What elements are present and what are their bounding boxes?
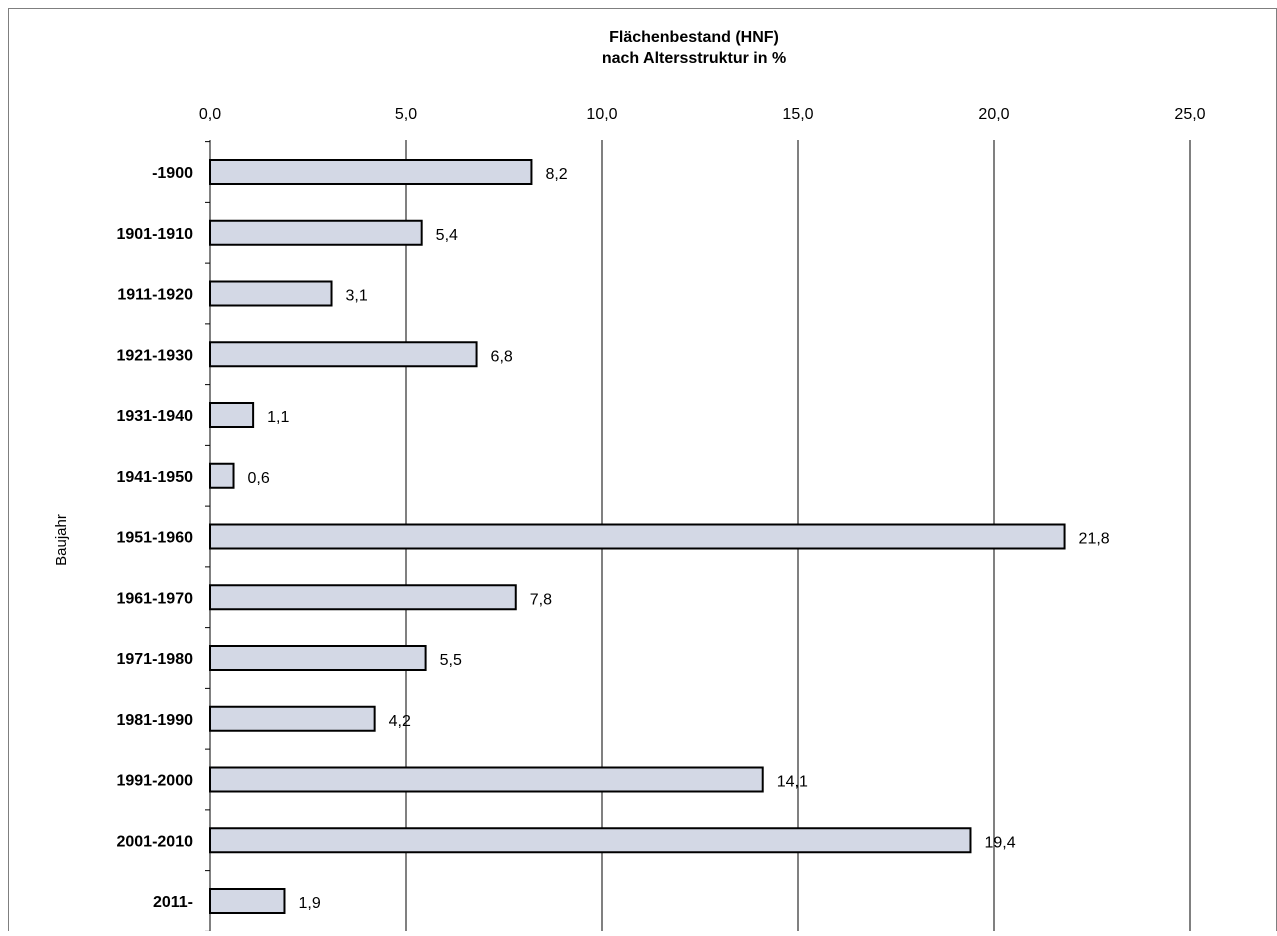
data-label-8: 5,5 xyxy=(440,652,462,669)
bar-7 xyxy=(209,584,517,611)
y-tick-label-2: 1911-1920 xyxy=(117,287,193,304)
x-tick-label-2: 10,0 xyxy=(586,106,617,123)
y-tick-label-6: 1951-1960 xyxy=(116,530,193,547)
data-label-12: 1,9 xyxy=(298,895,320,912)
y-tick-label-10: 1991-2000 xyxy=(116,773,193,790)
bar-5 xyxy=(209,462,235,489)
y-tick-label-8: 1971-1980 xyxy=(116,651,193,668)
chart-frame xyxy=(8,8,1277,936)
x-tick-label-5: 25,0 xyxy=(1174,106,1205,123)
data-label-9: 4,2 xyxy=(389,713,411,730)
x-tick-label-0: 0,0 xyxy=(199,106,221,123)
y-axis-label: Baujahr xyxy=(53,514,70,566)
x-tick-label-4: 20,0 xyxy=(978,106,1009,123)
bar-11 xyxy=(209,827,972,854)
chart-title-line-2: nach Altersstruktur in % xyxy=(602,50,786,67)
bar-9 xyxy=(209,705,376,732)
bars xyxy=(209,159,1066,914)
bar-12 xyxy=(209,888,286,914)
data-label-4: 1,1 xyxy=(267,409,289,426)
y-tick-label-12: 2011- xyxy=(153,894,193,911)
data-label-3: 6,8 xyxy=(491,348,513,365)
y-tick-label-9: 1981-1990 xyxy=(116,712,193,729)
data-label-6: 21,8 xyxy=(1079,531,1110,548)
y-tick-label-0: -1900 xyxy=(152,165,193,182)
data-label-11: 19,4 xyxy=(984,834,1015,851)
bar-3 xyxy=(209,341,478,368)
y-tick-label-4: 1931-1940 xyxy=(116,408,193,425)
data-labels: 8,2 5,4 3,1 6,8 1,1 0,6 21,8 7,8 5,5 4,2 14,1 19,4 1… xyxy=(248,166,1110,912)
data-label-1: 5,4 xyxy=(436,227,458,244)
x-tick-label-1: 5,0 xyxy=(395,106,417,123)
x-tick-label-3: 15,0 xyxy=(782,106,813,123)
y-tick-label-11: 2001-2010 xyxy=(116,833,193,850)
chart-title-line-1: Flächenbestand (HNF) xyxy=(609,29,779,46)
data-label-0: 8,2 xyxy=(545,166,567,183)
y-tick-label-7: 1961-1970 xyxy=(116,590,193,607)
y-tick-label-3: 1921-1930 xyxy=(116,347,193,364)
y-axis-tick-labels: -1900 1901-1910 1911-1920 1921-1930 1931-194… xyxy=(116,165,193,911)
data-label-5: 0,6 xyxy=(248,470,270,487)
data-label-10: 14,1 xyxy=(777,774,808,791)
bar-0 xyxy=(209,159,533,185)
bar-2 xyxy=(209,280,333,307)
x-axis-tick-labels: 0,0 5,0 10,0 15,0 20,0 25,0 xyxy=(199,106,1206,123)
bar-4 xyxy=(209,402,255,428)
bar-8 xyxy=(209,645,427,671)
bar-6 xyxy=(209,523,1066,550)
data-label-2: 3,1 xyxy=(346,288,368,305)
y-tick-label-1: 1901-1910 xyxy=(116,226,193,243)
data-label-7: 7,8 xyxy=(530,591,552,608)
bar-10 xyxy=(209,766,764,793)
bar-1 xyxy=(209,219,423,246)
y-tick-label-5: 1941-1950 xyxy=(116,469,193,486)
